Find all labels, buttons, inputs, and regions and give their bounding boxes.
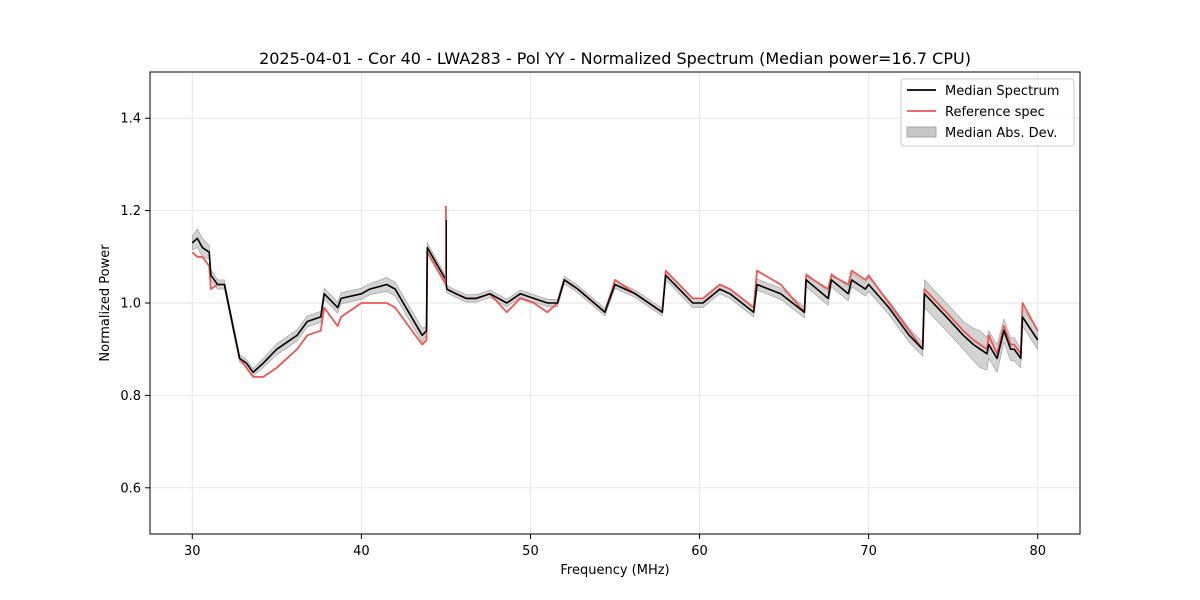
series-lines-layer bbox=[191, 205, 1039, 378]
legend-reference-label: Reference spec bbox=[945, 105, 1045, 120]
y-tick-label: 1.2 bbox=[120, 204, 141, 219]
y-tick-label: 1.4 bbox=[120, 112, 141, 127]
x-axis-label: Frequency (MHz) bbox=[560, 563, 669, 578]
y-axis-label: Normalized Power bbox=[98, 244, 113, 362]
x-tick-label: 80 bbox=[1029, 544, 1046, 559]
legend-mad-label: Median Abs. Dev. bbox=[945, 126, 1057, 141]
median-spectrum-line bbox=[191, 237, 1039, 374]
y-tick-label: 1.0 bbox=[120, 297, 141, 312]
x-tick-label: 40 bbox=[353, 544, 370, 559]
x-tick-label: 30 bbox=[184, 544, 201, 559]
x-tick-label: 60 bbox=[691, 544, 708, 559]
chart-title: 2025-04-01 - Cor 40 - LWA283 - Pol YY - … bbox=[259, 49, 971, 68]
x-tick-label: 70 bbox=[860, 544, 877, 559]
y-tick-label: 0.8 bbox=[120, 389, 141, 404]
legend-box bbox=[900, 78, 1075, 147]
x-tick-label: 50 bbox=[522, 544, 539, 559]
legend-mad-swatch bbox=[906, 126, 937, 138]
axis-ticks: 30 40 50 60 70 80 0.6 0.8 1.0 1.2 1.4 bbox=[120, 112, 1046, 559]
y-tick-label: 0.6 bbox=[120, 481, 141, 496]
legend: Median Spectrum Reference spec Median Ab… bbox=[900, 78, 1075, 147]
legend-median-label: Median Spectrum bbox=[945, 84, 1059, 99]
